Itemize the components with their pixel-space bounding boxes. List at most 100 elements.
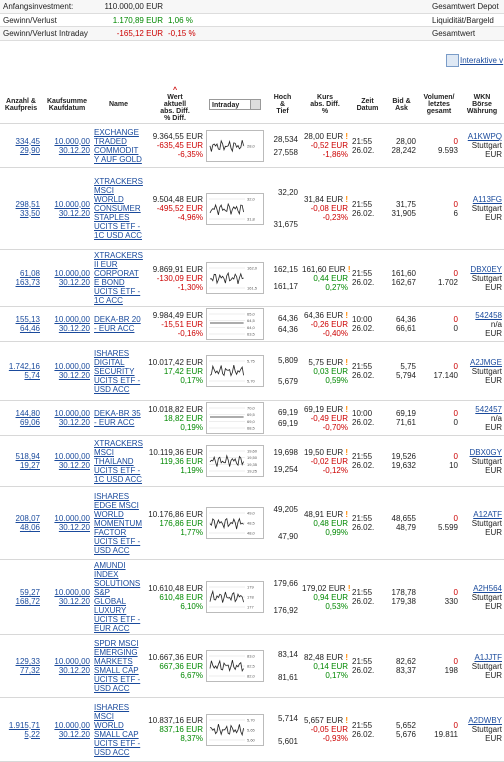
quantity[interactable]: 518,94 xyxy=(15,452,40,461)
buy-price[interactable]: 29,90 xyxy=(19,145,40,155)
wkn[interactable]: A113FG xyxy=(472,195,502,204)
security-name[interactable]: ISHARES EDGE MSCI WORLD MOMENTUM FACTOR … xyxy=(94,491,142,555)
security-name[interactable]: ISHARES MSCI WORLD SMALL CAP UCITS ETF -… xyxy=(94,702,141,757)
price: 69,19 EUR ! xyxy=(303,404,348,414)
security-name[interactable]: SPDR MSCI EMERGING MARKETS SMALL CAP UCI… xyxy=(94,639,141,693)
buy-sum[interactable]: 10.000,00 xyxy=(54,136,90,146)
header-line: aktuell xyxy=(163,101,187,108)
ask: 19,632 xyxy=(391,461,416,470)
buy-sum[interactable]: 10.000,00 xyxy=(54,409,90,418)
security-name[interactable]: ISHARES DIGITAL SECURITY UCITS ETF - USD… xyxy=(94,348,141,394)
wkn[interactable]: A2JMGE xyxy=(469,357,502,367)
quantity[interactable]: 61,08 xyxy=(19,269,40,278)
security-name[interactable]: XTRACKERS II EUR CORPORATE BOND UCITS ET… xyxy=(94,251,143,305)
security-name[interactable]: XTRACKERS MSCI WORLD CONSUMER STAPLES UC… xyxy=(94,177,143,240)
buy-price[interactable]: 33,50 xyxy=(19,208,40,218)
volume-last: 0 xyxy=(453,720,458,730)
cell: 10.176,86 EUR 176,86 EUR 1,77% xyxy=(145,486,205,560)
wkn[interactable]: DBX0EY xyxy=(470,264,502,274)
price-flag: ! xyxy=(343,404,348,414)
cell: 10.000,00 30.12.20 xyxy=(42,486,92,560)
current-value: 10.018,82 EUR xyxy=(148,404,203,414)
column-header: Name xyxy=(92,86,145,124)
summary-value: 110.000,00 EUR xyxy=(104,2,163,11)
wkn[interactable]: A1JJTF xyxy=(474,652,502,662)
cell: A12ATF Stuttgart EUR xyxy=(460,486,504,560)
quote-date: 26.02. xyxy=(352,371,375,380)
buy-sum[interactable]: 10.000,00 xyxy=(54,362,90,371)
select-arrow[interactable] xyxy=(250,100,260,109)
security-name[interactable]: AMUNDI INDEX SOLUTIONS S&P GLOBAL LUXURY… xyxy=(94,561,141,633)
intraday-select[interactable]: Intraday xyxy=(209,99,261,110)
chart-label: 19,50 xyxy=(247,455,258,460)
buy-price[interactable]: 5,74 xyxy=(24,371,40,380)
security-name[interactable]: DEKA-BR 35 - EUR ACC xyxy=(94,409,141,427)
buy-date[interactable]: 30.12.20 xyxy=(58,461,90,470)
buy-date[interactable]: 30.12.20 xyxy=(58,597,90,606)
day-high: 19,698 xyxy=(273,448,298,458)
pct-diff: -0,16% xyxy=(177,328,203,338)
quantity[interactable]: 298,51 xyxy=(15,199,40,209)
wkn[interactable]: A1KWPQ xyxy=(467,132,502,141)
quantity[interactable]: 1.915,71 xyxy=(8,720,40,730)
buy-price[interactable]: 168,72 xyxy=(15,597,40,606)
price: 31,84 EUR ! xyxy=(303,195,348,204)
quantity[interactable]: 144,80 xyxy=(15,409,40,418)
buy-date[interactable]: 30.12.20 xyxy=(58,145,90,155)
wkn[interactable]: A2H564 xyxy=(473,583,502,593)
intraday-chart: 28,0 xyxy=(206,129,264,162)
buy-date[interactable]: 30.12.20 xyxy=(58,523,90,532)
buy-price[interactable]: 19,27 xyxy=(19,461,40,470)
buy-date[interactable]: 30.12.20 xyxy=(58,666,90,675)
quantity[interactable]: 334,45 xyxy=(15,136,40,146)
wkn[interactable]: A2DWBY xyxy=(468,716,502,725)
quantity[interactable]: 59,27 xyxy=(19,588,40,597)
wkn[interactable]: A12ATF xyxy=(473,509,502,519)
wkn[interactable]: 542458 xyxy=(475,310,502,320)
interactive-link[interactable]: Interaktive v xyxy=(460,56,504,65)
cell: 69,19 71,61 xyxy=(385,400,418,436)
quantity[interactable]: 1.742,16 xyxy=(8,362,40,371)
price-pct: -0,23% xyxy=(322,213,348,222)
quantity[interactable]: 155,13 xyxy=(15,315,40,324)
buy-sum[interactable]: 10.000,00 xyxy=(54,269,90,278)
buy-price[interactable]: 64,46 xyxy=(19,324,40,333)
cell: 5,75 EUR ! 0,03 EUR 0,59% xyxy=(300,341,350,401)
buy-date[interactable]: 30.12.20 xyxy=(58,729,90,739)
buy-price[interactable]: 5,22 xyxy=(24,729,40,739)
buy-sum[interactable]: 10.000,00 xyxy=(54,657,90,666)
cell: 65,0 64,5 64,0 63,5 xyxy=(205,306,265,342)
buy-sum[interactable]: 10.000,00 xyxy=(54,315,90,324)
cell: 144,80 69,06 xyxy=(0,400,42,436)
quantity[interactable]: 129,33 xyxy=(15,657,40,666)
wkn[interactable]: DBX0GY xyxy=(469,447,502,457)
buy-date[interactable]: 30.12.20 xyxy=(58,278,90,287)
buy-price[interactable]: 77,32 xyxy=(19,666,40,675)
wkn[interactable]: 542457 xyxy=(475,404,502,414)
buy-price[interactable]: 163,73 xyxy=(15,278,40,287)
cell: 21:55 26.02. xyxy=(350,167,385,250)
bid: 69,19 xyxy=(395,409,416,418)
buy-date[interactable]: 30.12.20 xyxy=(58,208,90,218)
buy-sum[interactable]: 10.000,00 xyxy=(54,514,90,523)
quantity[interactable]: 208,07 xyxy=(15,514,40,523)
buy-date[interactable]: 30.12.20 xyxy=(58,324,90,333)
cell: 298,51 33,50 xyxy=(0,167,42,250)
price-pct: 0,17% xyxy=(325,670,348,680)
buy-price[interactable]: 69,06 xyxy=(19,418,40,427)
link-icon[interactable] xyxy=(446,54,459,67)
buy-sum[interactable]: 10.000,00 xyxy=(54,199,90,209)
intraday-chart: 19,60 19,50 19,35 19,25 xyxy=(206,445,264,477)
security-name[interactable]: EXCHANGE TRADED COMMODITY AUF GOLD xyxy=(94,127,142,164)
sparkline-path xyxy=(209,364,244,377)
buy-sum[interactable]: 10.000,00 xyxy=(54,452,90,461)
security-name[interactable]: DEKA-BR 20 - EUR ACC xyxy=(94,315,141,333)
security-name[interactable]: XTRACKERS MSCI THAILAND UCITS ETF - 1C U… xyxy=(94,438,143,484)
buy-date[interactable]: 30.12.20 xyxy=(58,418,90,427)
buy-sum[interactable]: 10.000,00 xyxy=(54,588,90,597)
buy-price[interactable]: 48,06 xyxy=(19,523,40,532)
bid: 178,78 xyxy=(391,588,416,597)
buy-date[interactable]: 30.12.20 xyxy=(58,371,90,380)
price-diff: -0,08 EUR xyxy=(310,204,348,213)
buy-sum[interactable]: 10.000,00 xyxy=(54,720,90,730)
